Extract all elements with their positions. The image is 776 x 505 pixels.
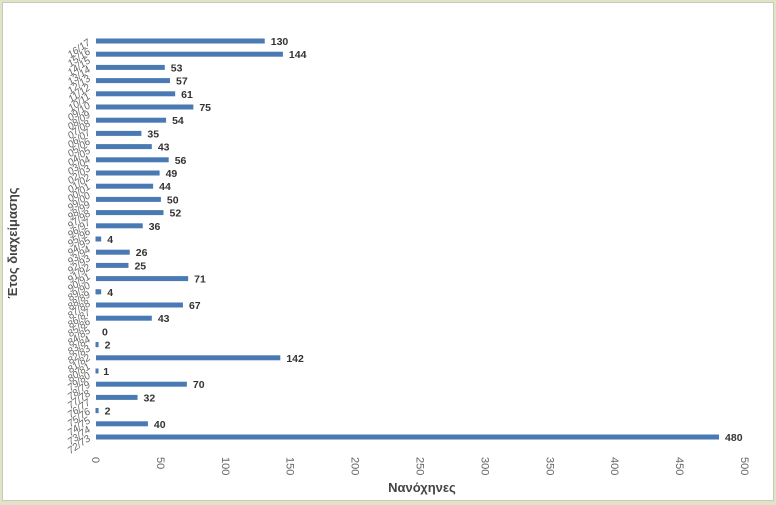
bar-value-label: 144 (289, 49, 307, 61)
bar-value-label: 67 (189, 300, 201, 312)
bar-value-label: 52 (169, 208, 181, 220)
bar (96, 130, 142, 136)
bar-value-label: 1 (103, 366, 109, 378)
bar (96, 421, 148, 427)
bar-value-label: 40 (154, 419, 166, 431)
bar-value-label: 70 (193, 379, 205, 391)
bar (96, 51, 283, 57)
bar-value-label: 4 (107, 287, 113, 299)
bar (96, 315, 152, 321)
bar (96, 381, 187, 387)
x-tick-label: 50 (154, 457, 166, 469)
bar-value-label: 4 (107, 234, 113, 246)
x-tick-label: 150 (284, 457, 296, 475)
bar (96, 434, 720, 440)
bar-value-label: 0 (102, 326, 108, 338)
x-tick-label: 300 (478, 457, 490, 475)
bar (96, 117, 167, 123)
bar-stub (95, 289, 99, 295)
y-axis-title: Έτος διαχείμασης (5, 187, 20, 298)
bar-value-label: 142 (286, 353, 304, 365)
x-tick-label: 500 (738, 457, 750, 475)
bar (96, 64, 165, 70)
x-tick-labels-layer: 0 50 100 150 200 250 300 350 400 450 500 (89, 457, 750, 475)
bar-value-label: 2 (105, 406, 111, 418)
bar-value-label: 2 (105, 340, 111, 352)
bar (96, 355, 281, 361)
bar-value-label: 26 (136, 247, 148, 259)
bar (96, 144, 152, 150)
bar-value-label: 56 (175, 155, 187, 167)
bar (96, 183, 154, 189)
bar-value-label: 43 (158, 142, 170, 154)
x-tick-label: 0 (89, 457, 101, 463)
bar-value-label: 480 (725, 432, 743, 444)
x-tick-label: 200 (349, 457, 361, 475)
bar (96, 276, 189, 282)
bar-stub (95, 342, 99, 348)
bar-value-label: 61 (181, 89, 193, 101)
bar-stub (95, 368, 99, 374)
bar (96, 289, 102, 295)
bar-value-label: 25 (134, 260, 146, 272)
x-axis-title: Νανόχηνες (388, 480, 456, 495)
x-tick-label: 250 (414, 457, 426, 475)
x-tick-label: 400 (608, 457, 620, 475)
bar (96, 170, 160, 176)
bar-value-label: 44 (159, 181, 171, 193)
bar (96, 262, 129, 268)
bar (96, 78, 170, 84)
bar (96, 157, 169, 163)
x-tick-label: 350 (543, 457, 555, 475)
bar (96, 302, 183, 308)
bar-value-label: 49 (166, 168, 178, 180)
bar-value-label: 130 (271, 36, 289, 48)
bars-layer (95, 38, 720, 440)
bar-chart: 4804023270114220436747125264365250444956… (5, 36, 750, 495)
x-tick-label: 450 (673, 457, 685, 475)
bar (96, 91, 176, 97)
bar (96, 223, 143, 229)
bar-value-label: 50 (167, 194, 179, 206)
y-tick-labels-layer: 72/7373/7474/7575/7676/7777/7878/7979/80… (66, 37, 93, 457)
bar-value-label: 35 (147, 128, 159, 140)
bar-value-label: 75 (199, 102, 211, 114)
bar-value-label: 36 (149, 221, 161, 233)
bar-value-label: 43 (158, 313, 170, 325)
bar (96, 104, 194, 110)
bar (96, 210, 164, 216)
bar (96, 249, 130, 255)
bar-stub (95, 408, 99, 414)
bar-value-label: 32 (144, 392, 156, 404)
bar (96, 196, 161, 202)
bar-value-label: 54 (172, 115, 184, 127)
bar-stub (95, 236, 99, 242)
bar-value-label: 71 (194, 274, 206, 286)
bar-value-label: 57 (176, 76, 188, 88)
x-tick-label: 100 (219, 457, 231, 475)
bar (96, 394, 138, 400)
bar (96, 38, 265, 44)
bar-value-label: 53 (171, 62, 183, 74)
bar (96, 236, 102, 242)
